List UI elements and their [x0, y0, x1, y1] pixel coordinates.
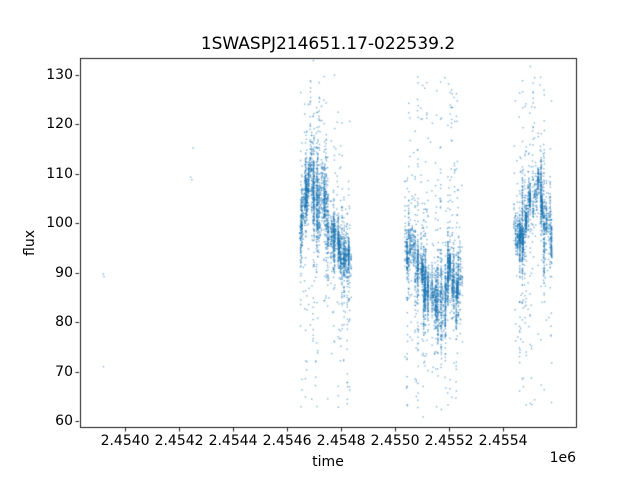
y-tick-label: 80	[55, 314, 73, 331]
y-axis-label: flux	[22, 230, 38, 256]
x-tick-label: 2.4550	[370, 433, 420, 449]
x-tick-label: 2.4546	[262, 433, 312, 449]
y-tick-label: 90	[55, 264, 73, 281]
x-tick-label: 2.4554	[478, 433, 528, 449]
x-tick-label: 2.4542	[154, 433, 204, 449]
x-axis-offset-label: 1e6	[549, 450, 576, 466]
x-axis-label: time	[312, 454, 344, 470]
chart-title: 1SWASPJ214651.17-022539.2	[200, 34, 456, 54]
y-tick-label: 70	[55, 363, 73, 380]
y-tick-label: 60	[55, 413, 73, 430]
x-tick-label: 2.4540	[100, 433, 150, 449]
y-tick-label: 110	[46, 165, 73, 182]
y-tick-label: 130	[46, 66, 73, 83]
x-tick-label: 2.4544	[208, 433, 258, 449]
x-tick-label: 2.4552	[424, 433, 474, 449]
y-tick-label: 100	[46, 215, 73, 232]
y-tick-label: 120	[46, 116, 73, 133]
x-tick-label: 2.4548	[316, 433, 366, 449]
